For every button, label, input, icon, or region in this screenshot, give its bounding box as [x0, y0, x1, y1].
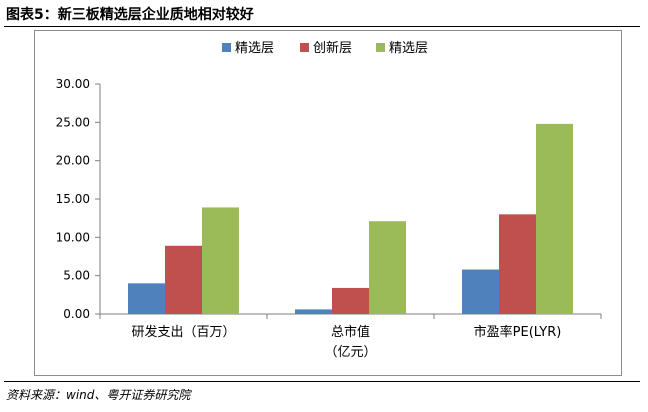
x-tick-label: 市盈率PE(LYR) — [474, 324, 562, 340]
legend-label: 精选层 — [235, 41, 274, 56]
y-tick-label: 15.00 — [56, 192, 90, 206]
bar — [165, 245, 202, 314]
legend-swatch — [222, 43, 231, 52]
y-tick-label: 20.00 — [56, 154, 90, 168]
bar — [295, 309, 332, 314]
source-rule — [4, 381, 640, 382]
source-note: 资料来源：wind、粤开证券研究院 — [6, 388, 191, 402]
legend-label: 精选层 — [389, 41, 428, 56]
legend-label: 创新层 — [313, 40, 352, 56]
x-tick-label: （亿元） — [324, 345, 376, 360]
figure-title: 图表5：新三板精选层企业质地相对较好 — [6, 7, 254, 23]
chart-frame — [34, 30, 622, 376]
y-tick-label: 25.00 — [56, 115, 90, 129]
bar — [332, 287, 369, 314]
x-tick-label: 总市值 — [331, 324, 370, 340]
bar — [128, 283, 165, 314]
legend-swatch — [300, 43, 309, 52]
y-tick-label: 0.00 — [63, 307, 90, 321]
y-tick-label: 5.00 — [63, 269, 90, 283]
y-tick-label: 30.00 — [56, 77, 90, 91]
bar — [369, 221, 406, 314]
bar — [202, 207, 239, 314]
legend-swatch — [376, 43, 385, 52]
bar — [462, 269, 499, 314]
bar — [499, 214, 536, 314]
x-tick-label: 研发支出（百万） — [131, 324, 235, 340]
y-tick-label: 10.00 — [56, 230, 90, 244]
title-rule — [4, 26, 640, 27]
bar — [536, 123, 573, 314]
